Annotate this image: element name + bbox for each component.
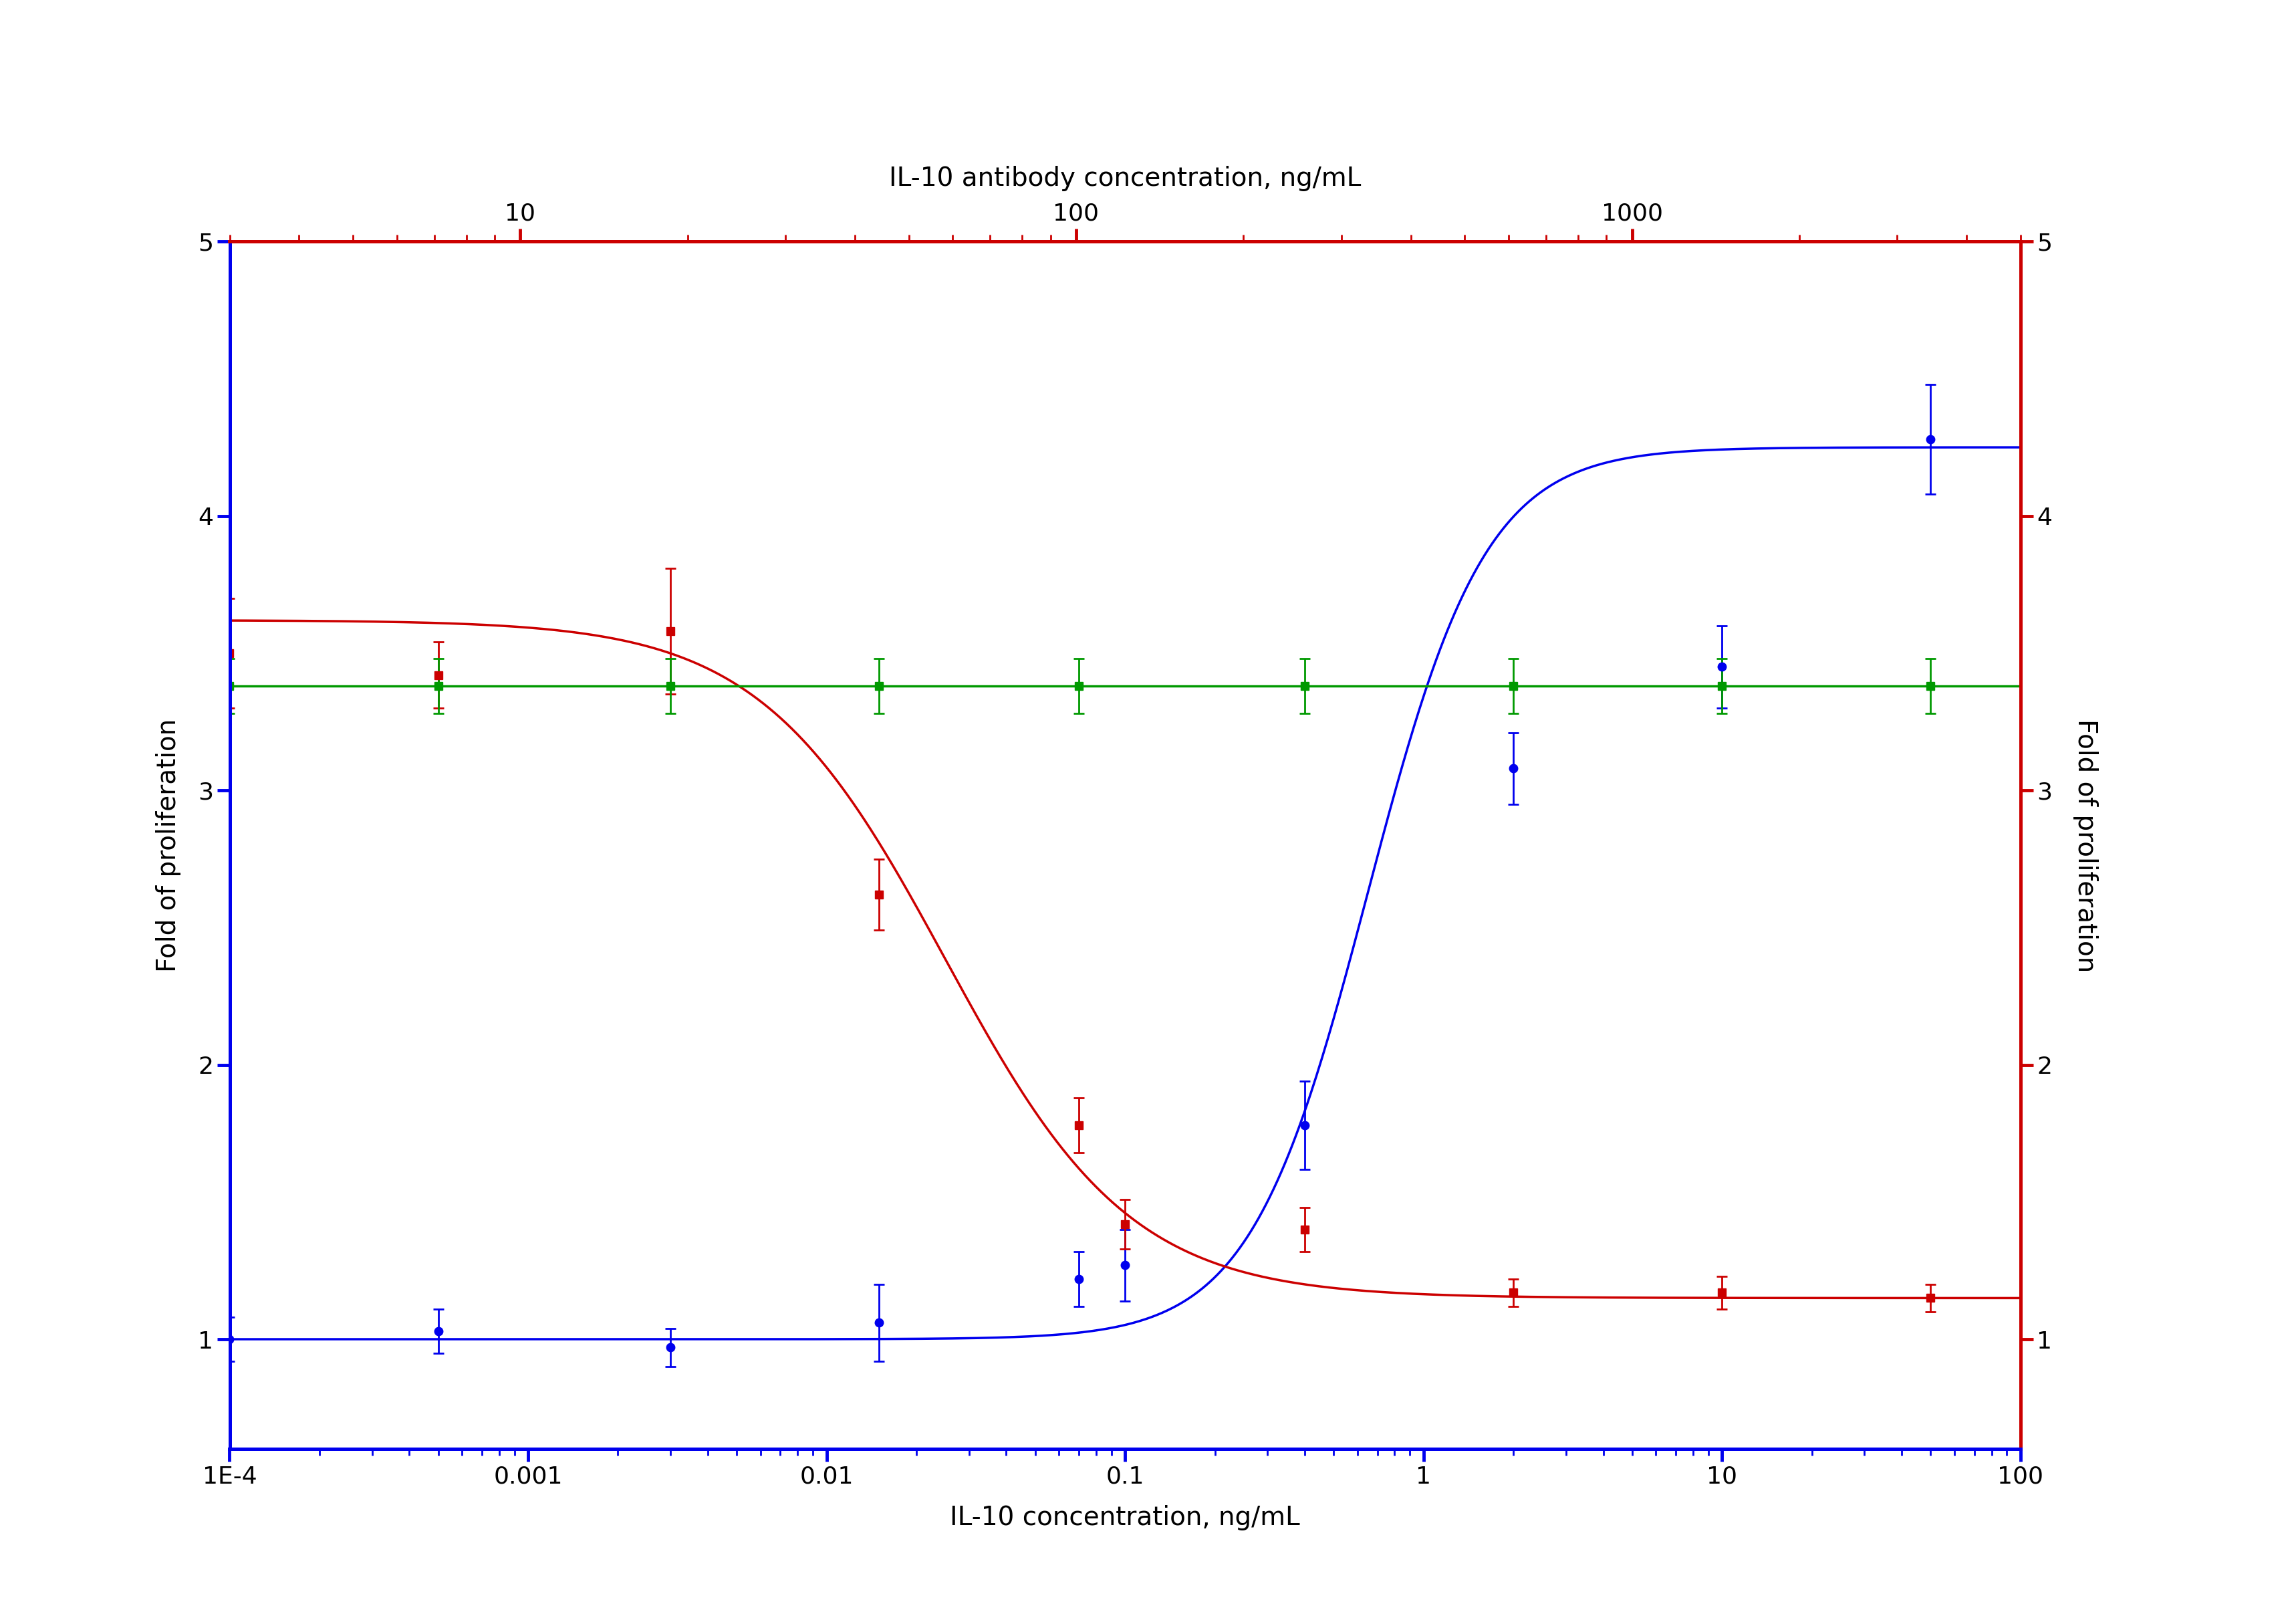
X-axis label: IL-10 concentration, ng/mL: IL-10 concentration, ng/mL (951, 1505, 1300, 1529)
Y-axis label: Fold of proliferation: Fold of proliferation (156, 718, 181, 972)
X-axis label: IL-10 antibody concentration, ng/mL: IL-10 antibody concentration, ng/mL (889, 166, 1362, 192)
Y-axis label: Fold of proliferation: Fold of proliferation (2073, 718, 2099, 972)
